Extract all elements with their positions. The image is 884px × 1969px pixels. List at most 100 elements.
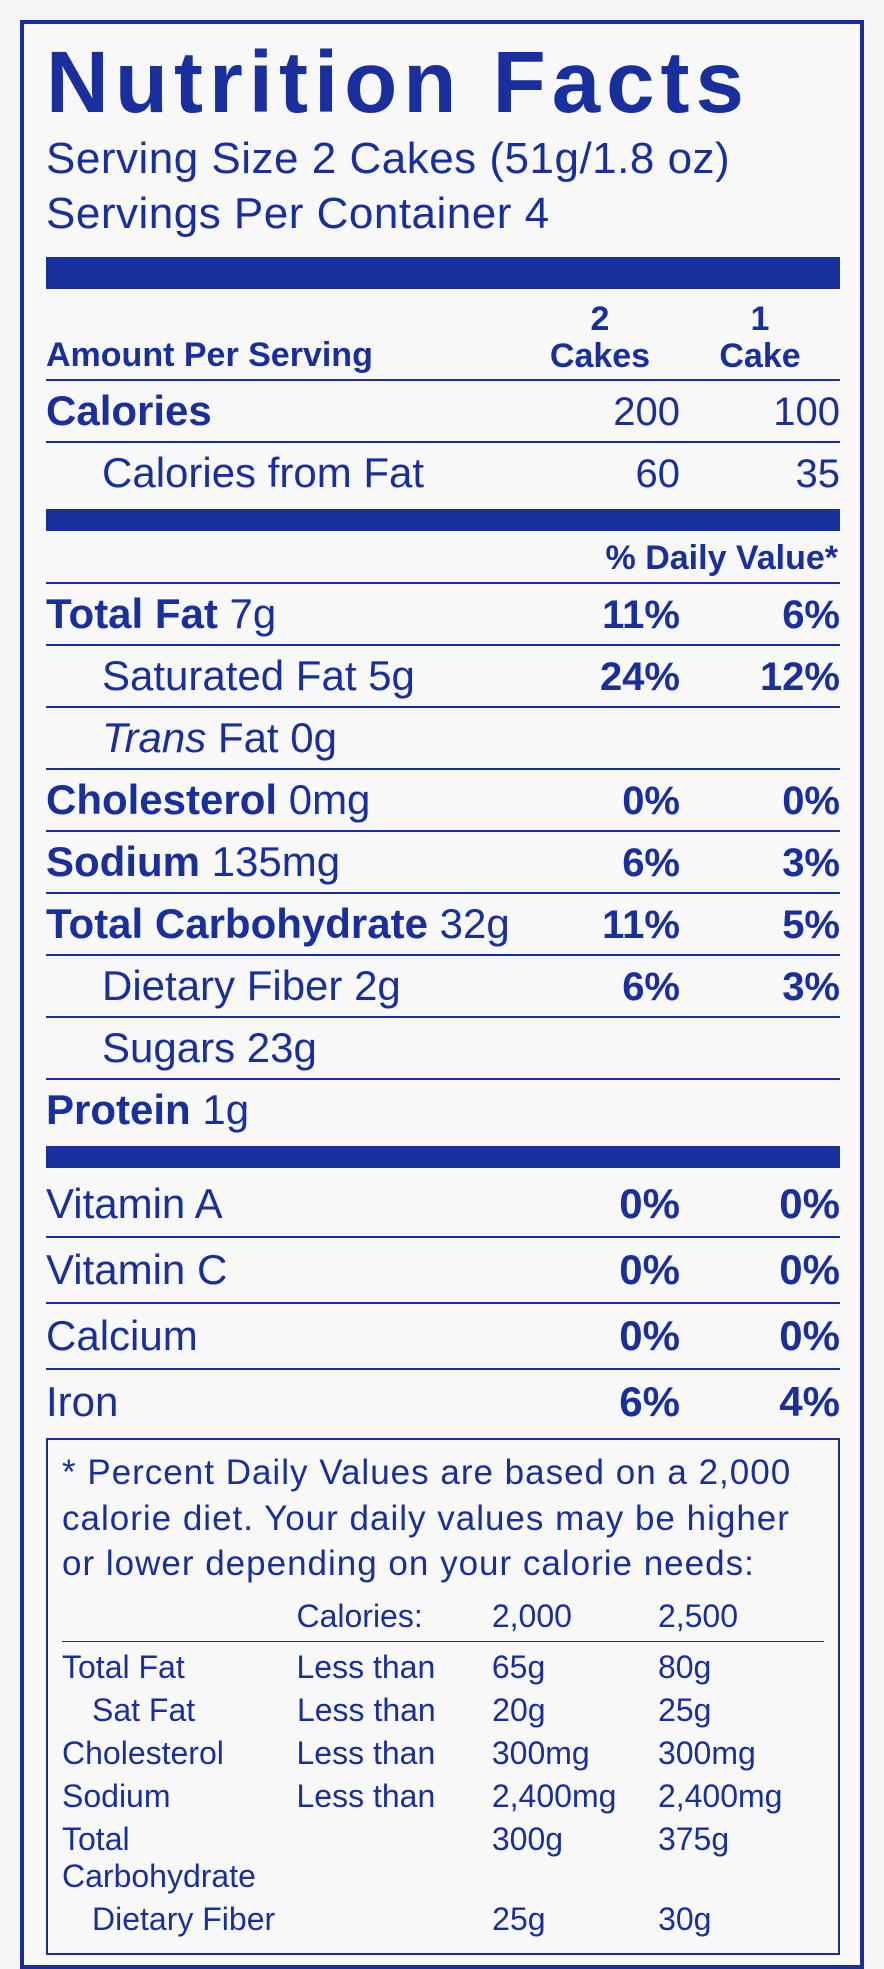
vitamin-row: Vitamin A0%0% bbox=[46, 1172, 840, 1236]
nutrient-row: Sugars 23g bbox=[46, 1016, 840, 1078]
amount-per-serving-label: Amount Per Serving bbox=[46, 336, 520, 375]
vitamin-row: Vitamin C0%0% bbox=[46, 1236, 840, 1302]
nutrient-c2: 3% bbox=[680, 965, 840, 1010]
calories-from-fat-label: Calories from Fat bbox=[46, 449, 520, 497]
calories-row: Calories 200 100 bbox=[46, 379, 840, 441]
footnote-row: Dietary Fiber25g30g bbox=[62, 1898, 824, 1941]
nutrient-c2: 3% bbox=[680, 841, 840, 886]
col1-line2: Cakes bbox=[550, 337, 650, 375]
calories-from-fat-row: Calories from Fat 60 35 bbox=[46, 441, 840, 503]
nutrient-label: Cholesterol 0mg bbox=[46, 776, 520, 824]
calories-from-fat-c2: 35 bbox=[680, 452, 840, 497]
foot-c4: 300mg bbox=[658, 1735, 824, 1772]
vitamin-c2: 4% bbox=[680, 1378, 840, 1426]
nutrition-facts-panel: Nutrition Facts Serving Size 2 Cakes (51… bbox=[20, 20, 864, 1969]
nutrient-c1: 6% bbox=[520, 841, 680, 886]
vitamin-label: Iron bbox=[46, 1378, 520, 1426]
nutrient-row: Trans Fat 0g bbox=[46, 706, 840, 768]
vitamin-c1: 0% bbox=[520, 1180, 680, 1228]
foot-c1: Total Carbohydrate bbox=[62, 1821, 296, 1895]
nutrient-row: Total Fat 7g11%6% bbox=[46, 582, 840, 644]
footnote-box: * Percent Daily Values are based on a 2,… bbox=[46, 1438, 840, 1955]
foot-c3: 300g bbox=[492, 1821, 658, 1895]
nutrient-c2: 6% bbox=[680, 593, 840, 638]
footnote-text: * Percent Daily Values are based on a 2,… bbox=[62, 1450, 824, 1587]
nutrient-label: Total Fat 7g bbox=[46, 590, 520, 638]
vitamin-label: Vitamin A bbox=[46, 1180, 520, 1228]
foot-c1: Cholesterol bbox=[62, 1735, 296, 1772]
foot-c1: Total Fat bbox=[62, 1649, 296, 1686]
nutrient-c2: 0% bbox=[680, 779, 840, 824]
footnote-row: Sat FatLess than20g25g bbox=[62, 1689, 824, 1732]
nutrient-c2: 12% bbox=[680, 655, 840, 700]
foot-head-c2: Calories: bbox=[296, 1598, 491, 1635]
calories-label: Calories bbox=[46, 387, 212, 434]
foot-c2 bbox=[297, 1901, 492, 1938]
title: Nutrition Facts bbox=[46, 42, 840, 125]
footnote-row: Total Carbohydrate 300g375g bbox=[62, 1818, 824, 1898]
nutrient-label: Sodium 135mg bbox=[46, 838, 520, 886]
divider-thick bbox=[46, 1146, 840, 1168]
daily-value-header: % Daily Value* bbox=[46, 535, 840, 582]
foot-c2: Less than bbox=[296, 1735, 491, 1772]
foot-c3: 300mg bbox=[492, 1735, 658, 1772]
vitamin-label: Calcium bbox=[46, 1312, 520, 1360]
foot-c3: 65g bbox=[492, 1649, 658, 1686]
divider-thick bbox=[46, 509, 840, 531]
col1-line1: 2 bbox=[591, 300, 610, 338]
vitamin-c1: 0% bbox=[520, 1246, 680, 1294]
col2-line2: Cake bbox=[719, 337, 800, 375]
servings-per-container-label: Servings Per Container bbox=[46, 189, 512, 238]
footnote-row: Total FatLess than65g80g bbox=[62, 1646, 824, 1689]
col-header-2cakes: 2 Cakes bbox=[520, 301, 680, 376]
footnote-row: SodiumLess than2,400mg2,400mg bbox=[62, 1775, 824, 1818]
foot-c1: Dietary Fiber bbox=[62, 1901, 297, 1938]
serving-size: Serving Size 2 Cakes (51g/1.8 oz) bbox=[46, 131, 840, 186]
foot-c2: Less than bbox=[296, 1649, 491, 1686]
servings-per-container: Servings Per Container 4 bbox=[46, 186, 840, 241]
calories-c1: 200 bbox=[520, 390, 680, 435]
serving-size-label: Serving Size bbox=[46, 134, 299, 183]
nutrient-label: Total Carbohydrate 32g bbox=[46, 900, 520, 948]
col-header-1cake: 1 Cake bbox=[680, 301, 840, 376]
nutrient-c1: 24% bbox=[520, 655, 680, 700]
foot-c4: 2,400mg bbox=[658, 1778, 824, 1815]
amount-per-serving-header: Amount Per Serving 2 Cakes 1 Cake bbox=[46, 297, 840, 380]
nutrient-label: Dietary Fiber 2g bbox=[46, 962, 520, 1010]
nutrient-row: Saturated Fat 5g24%12% bbox=[46, 644, 840, 706]
nutrient-label: Saturated Fat 5g bbox=[46, 652, 520, 700]
nutrient-c2: 5% bbox=[680, 903, 840, 948]
foot-c4: 25g bbox=[658, 1692, 824, 1729]
nutrient-row: Cholesterol 0mg0%0% bbox=[46, 768, 840, 830]
vitamin-label: Vitamin C bbox=[46, 1246, 520, 1294]
foot-c3: 20g bbox=[492, 1692, 658, 1729]
foot-c2: Less than bbox=[297, 1692, 492, 1729]
vitamin-c2: 0% bbox=[680, 1312, 840, 1360]
nutrient-label: Protein 1g bbox=[46, 1086, 520, 1134]
nutrient-row: Dietary Fiber 2g6%3% bbox=[46, 954, 840, 1016]
foot-c4: 30g bbox=[658, 1901, 824, 1938]
footnote-grid: Calories: 2,000 2,500 Total FatLess than… bbox=[62, 1595, 824, 1941]
foot-head-c4: 2,500 bbox=[658, 1598, 824, 1635]
col2-line1: 1 bbox=[751, 300, 770, 338]
vitamin-c1: 6% bbox=[520, 1378, 680, 1426]
foot-c3: 2,400mg bbox=[492, 1778, 658, 1815]
nutrient-c1: 0% bbox=[520, 779, 680, 824]
nutrient-label: Sugars 23g bbox=[46, 1024, 520, 1072]
vitamins-list: Vitamin A0%0%Vitamin C0%0%Calcium0%0%Iro… bbox=[46, 1172, 840, 1434]
nutrient-label: Trans Fat 0g bbox=[46, 714, 520, 762]
vitamin-c2: 0% bbox=[680, 1246, 840, 1294]
nutrients-list: Total Fat 7g11%6%Saturated Fat 5g24%12%T… bbox=[46, 582, 840, 1140]
nutrient-c1: 11% bbox=[520, 593, 680, 638]
foot-c2 bbox=[296, 1821, 491, 1895]
nutrient-c1: 6% bbox=[520, 965, 680, 1010]
nutrient-row: Total Carbohydrate 32g11%5% bbox=[46, 892, 840, 954]
foot-head-c1 bbox=[62, 1598, 296, 1635]
vitamin-row: Calcium0%0% bbox=[46, 1302, 840, 1368]
calories-from-fat-c1: 60 bbox=[520, 452, 680, 497]
footnote-row: CholesterolLess than300mg300mg bbox=[62, 1732, 824, 1775]
nutrient-row: Protein 1g bbox=[46, 1078, 840, 1140]
foot-c4: 375g bbox=[658, 1821, 824, 1895]
vitamin-c1: 0% bbox=[520, 1312, 680, 1360]
nutrient-c1: 11% bbox=[520, 903, 680, 948]
